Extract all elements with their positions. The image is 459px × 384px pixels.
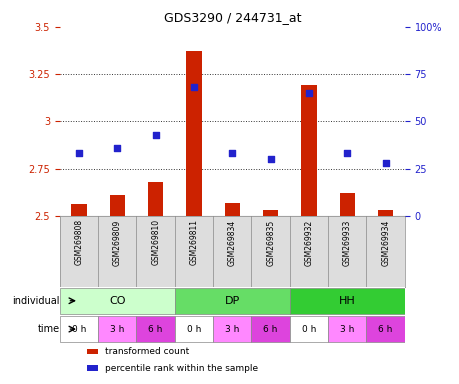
Bar bbox=[186, 51, 201, 216]
Text: 0 h: 0 h bbox=[301, 324, 315, 334]
Text: 3 h: 3 h bbox=[224, 324, 239, 334]
Text: DP: DP bbox=[224, 296, 240, 306]
FancyBboxPatch shape bbox=[174, 288, 289, 313]
FancyBboxPatch shape bbox=[289, 288, 404, 313]
FancyBboxPatch shape bbox=[98, 316, 136, 342]
Text: 3 h: 3 h bbox=[110, 324, 124, 334]
Text: individual: individual bbox=[12, 296, 60, 306]
Bar bbox=[87, 349, 98, 354]
Text: GSM269808: GSM269808 bbox=[74, 219, 83, 265]
Bar bbox=[339, 193, 354, 216]
Point bbox=[305, 90, 312, 96]
Text: percentile rank within the sample: percentile rank within the sample bbox=[105, 364, 257, 372]
Point bbox=[266, 156, 274, 162]
Text: GSM269934: GSM269934 bbox=[381, 219, 389, 266]
Text: GSM269835: GSM269835 bbox=[266, 219, 274, 266]
Bar bbox=[224, 202, 240, 216]
Bar bbox=[301, 85, 316, 216]
Point bbox=[113, 145, 121, 151]
Point bbox=[343, 151, 350, 157]
Text: 6 h: 6 h bbox=[378, 324, 392, 334]
Text: 6 h: 6 h bbox=[263, 324, 277, 334]
Text: CO: CO bbox=[109, 296, 125, 306]
Point bbox=[190, 84, 197, 90]
FancyBboxPatch shape bbox=[60, 316, 98, 342]
FancyBboxPatch shape bbox=[251, 316, 289, 342]
Bar bbox=[71, 204, 86, 216]
Text: GSM269933: GSM269933 bbox=[342, 219, 351, 266]
Title: GDS3290 / 244731_at: GDS3290 / 244731_at bbox=[163, 11, 300, 24]
Text: GSM269932: GSM269932 bbox=[304, 219, 313, 266]
Text: GSM269809: GSM269809 bbox=[112, 219, 122, 266]
FancyBboxPatch shape bbox=[174, 316, 213, 342]
Point bbox=[228, 151, 235, 157]
Point bbox=[381, 160, 388, 166]
FancyBboxPatch shape bbox=[366, 316, 404, 342]
Text: HH: HH bbox=[338, 296, 355, 306]
Bar bbox=[377, 210, 392, 216]
Text: transformed count: transformed count bbox=[105, 347, 189, 356]
Text: time: time bbox=[38, 324, 60, 334]
Bar bbox=[263, 210, 278, 216]
FancyBboxPatch shape bbox=[213, 316, 251, 342]
Text: GSM269811: GSM269811 bbox=[189, 219, 198, 265]
Text: GSM269834: GSM269834 bbox=[227, 219, 236, 266]
Text: 3 h: 3 h bbox=[339, 324, 354, 334]
Text: GSM269810: GSM269810 bbox=[151, 219, 160, 265]
Text: 0 h: 0 h bbox=[186, 324, 201, 334]
Point bbox=[75, 151, 83, 157]
FancyBboxPatch shape bbox=[60, 288, 174, 313]
Text: 0 h: 0 h bbox=[72, 324, 86, 334]
FancyBboxPatch shape bbox=[289, 316, 327, 342]
Text: 6 h: 6 h bbox=[148, 324, 162, 334]
Bar bbox=[87, 366, 98, 371]
Bar bbox=[109, 195, 125, 216]
FancyBboxPatch shape bbox=[327, 316, 366, 342]
FancyBboxPatch shape bbox=[136, 316, 174, 342]
Bar bbox=[148, 182, 163, 216]
Point bbox=[151, 131, 159, 137]
